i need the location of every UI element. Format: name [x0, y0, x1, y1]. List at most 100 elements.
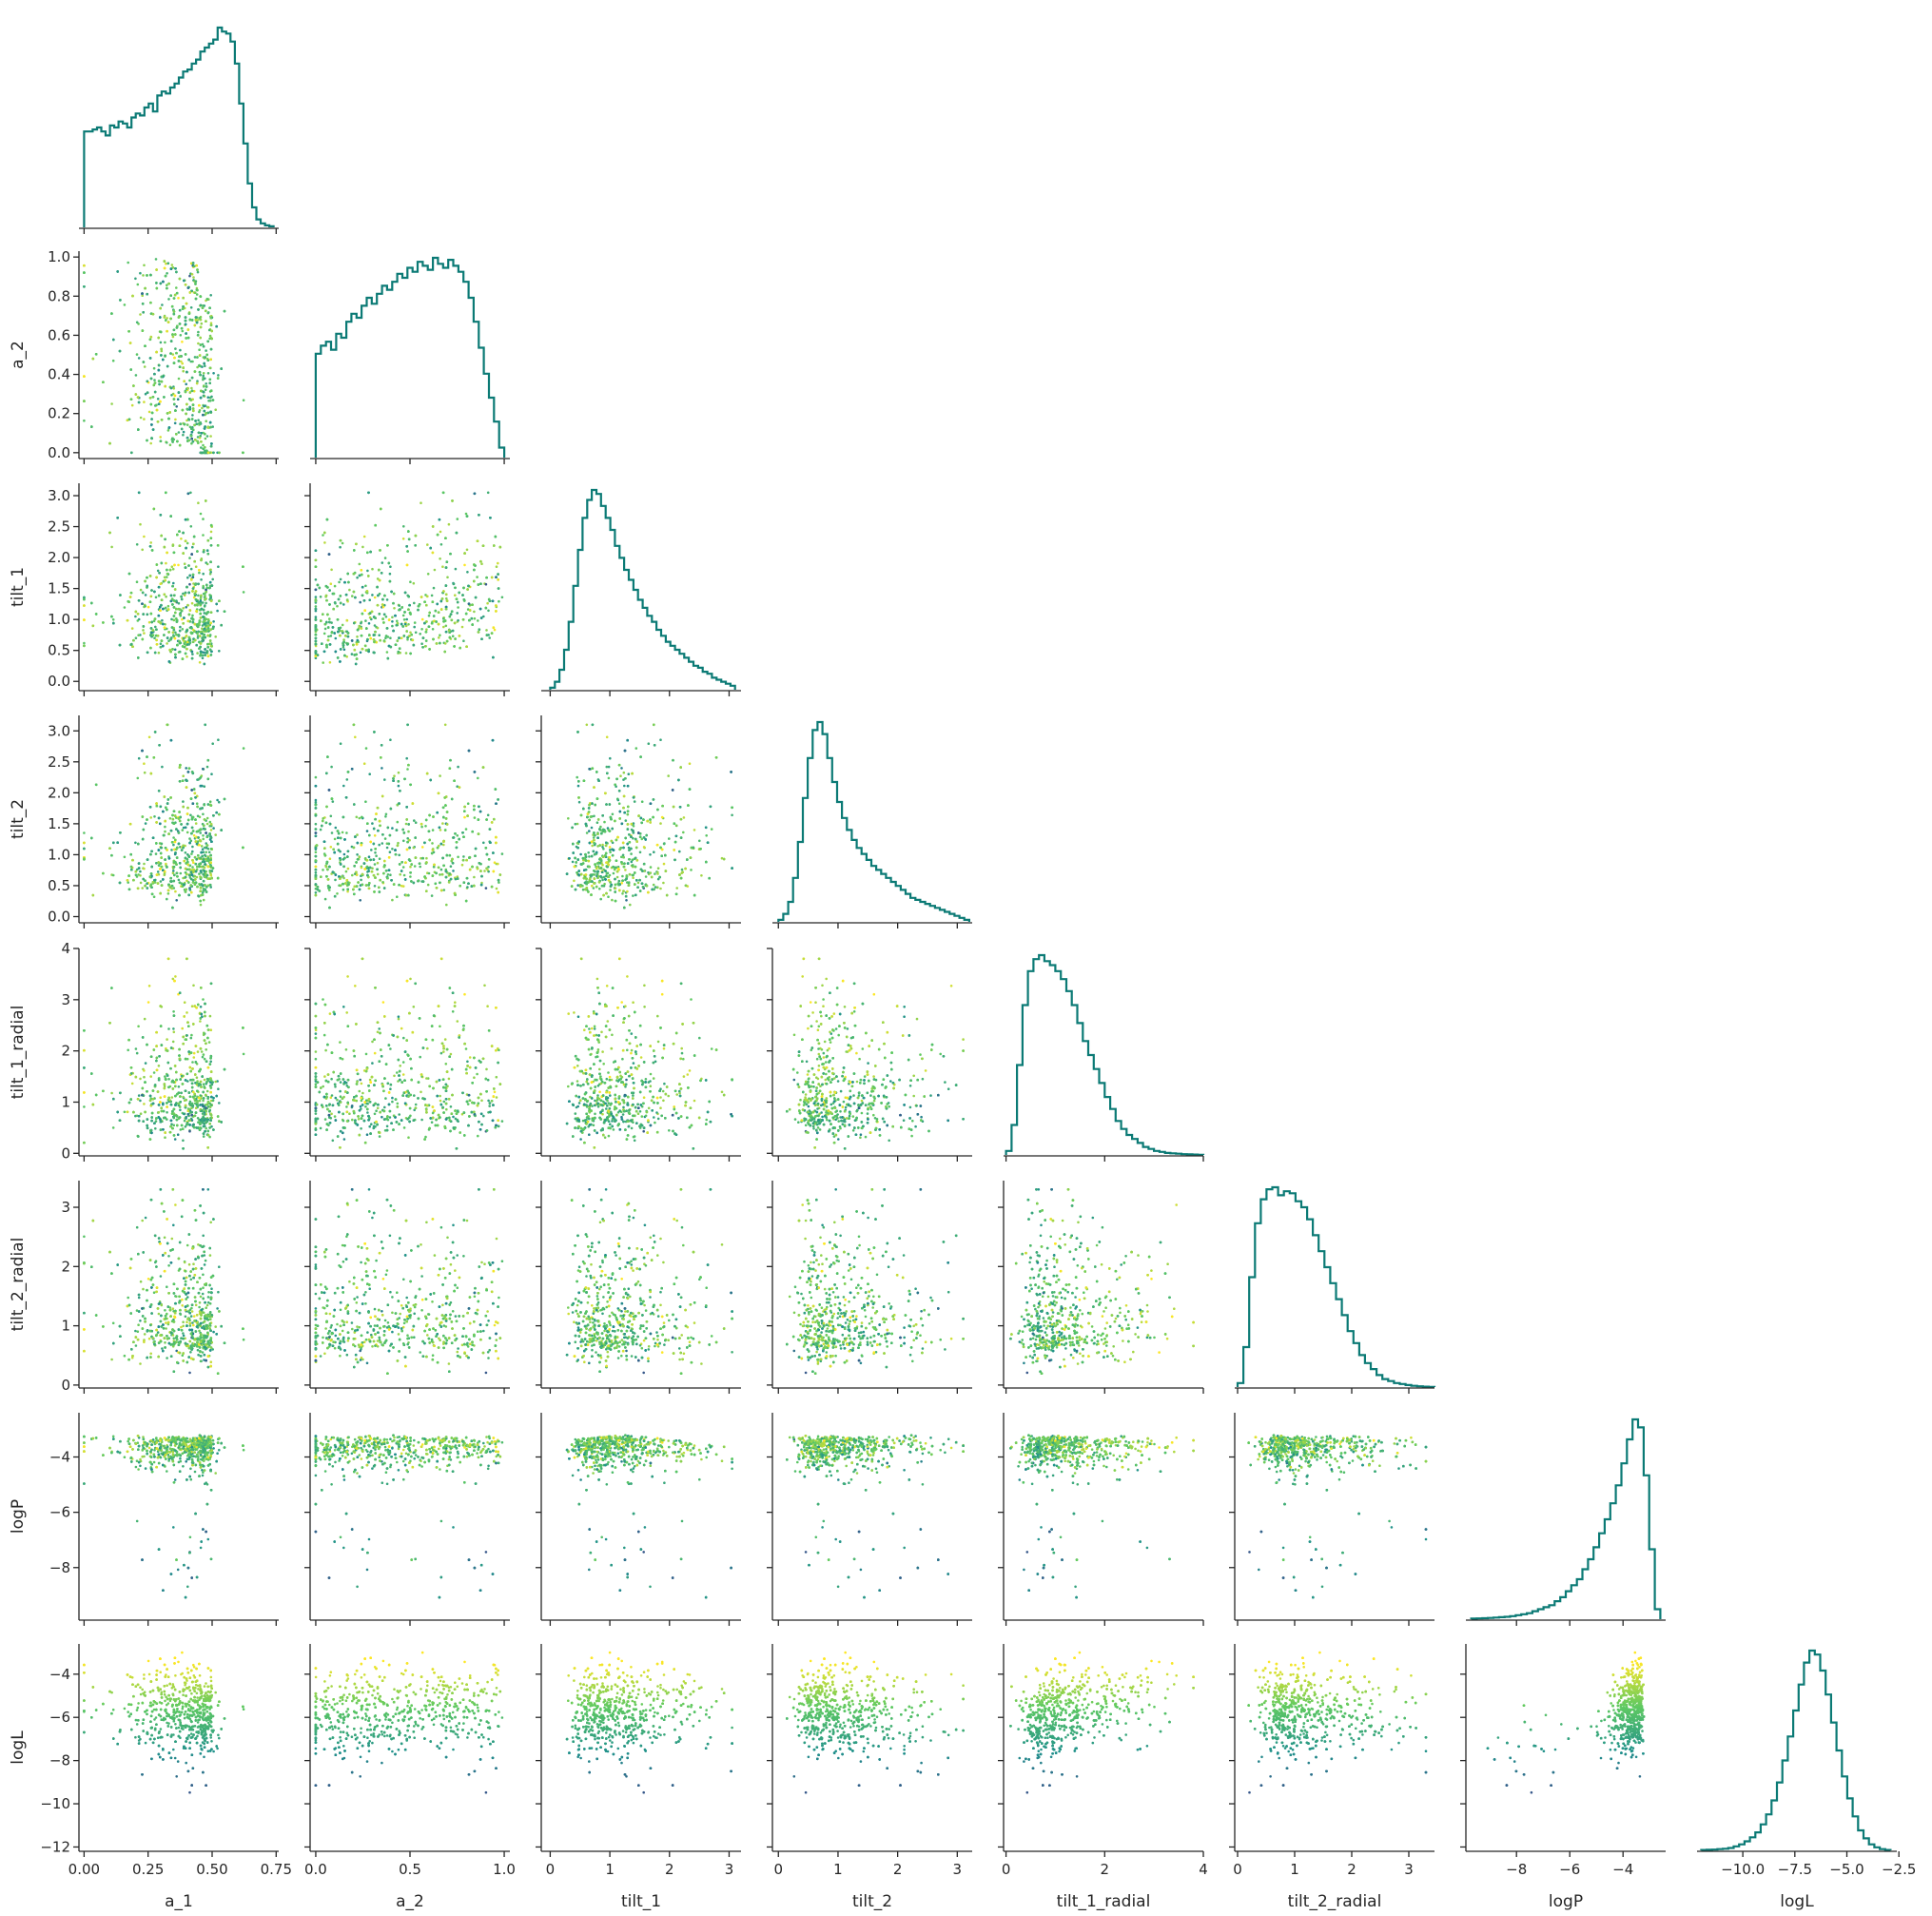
scatter-point [199, 337, 202, 340]
scatter-point [420, 501, 422, 504]
scatter-point [175, 405, 178, 408]
scatter-point [191, 546, 194, 549]
scatter-point [200, 559, 203, 562]
scatter-point [468, 619, 471, 622]
scatter-point [392, 630, 395, 633]
scatter-point [190, 435, 193, 438]
scatter-point [167, 631, 170, 634]
scatter-point [187, 328, 190, 331]
scatter-point [174, 632, 177, 635]
scatter-point [166, 272, 168, 275]
scatter-point [143, 536, 146, 538]
scatter-point [338, 581, 341, 584]
scatter-point [197, 595, 200, 597]
scatter-point [187, 286, 190, 289]
scatter-point [197, 501, 200, 504]
scatter-point [494, 629, 497, 632]
scatter-point [175, 286, 178, 289]
scatter-point [173, 595, 176, 597]
scatter-point [444, 642, 447, 645]
scatter-point [171, 439, 174, 441]
scatter-point [204, 356, 206, 359]
scatter-point [160, 283, 163, 285]
scatter-point [196, 623, 199, 626]
scatter-point [108, 532, 111, 535]
scatter-point [169, 352, 172, 355]
scatter-point [173, 619, 176, 622]
scatter-point [146, 614, 149, 616]
scatter-point [415, 632, 418, 635]
scatter-point [196, 268, 199, 271]
scatter-point [108, 442, 111, 445]
scatter-point [440, 600, 443, 603]
scatter-point [328, 621, 331, 624]
scatter-point [212, 620, 215, 623]
scatter-point [200, 578, 203, 581]
scatter-point [448, 629, 451, 632]
scatter-point [146, 381, 149, 383]
scatter-point [181, 327, 184, 330]
scatter-point [129, 596, 132, 598]
scatter-point [158, 586, 161, 589]
scatter-point [134, 616, 137, 618]
scatter-point [462, 618, 465, 621]
scatter-point [368, 622, 371, 625]
scatter-point [371, 568, 374, 571]
scatter-point [465, 613, 468, 616]
scatter-point [83, 420, 86, 422]
scatter-point [180, 538, 183, 540]
scatter-point [207, 553, 210, 556]
scatter-point [433, 615, 436, 617]
scatter-point [391, 625, 394, 628]
scatter-point [162, 359, 165, 362]
scatter-point [209, 596, 212, 599]
scatter-point [444, 537, 447, 539]
scatter-point [142, 274, 145, 277]
scatter-point [194, 623, 197, 626]
scatter-point [166, 365, 169, 368]
y-tick-label: 1.0 [48, 611, 70, 628]
scatter-point [218, 650, 221, 653]
scatter-point [171, 585, 174, 588]
scatter-point [383, 595, 386, 597]
scatter-point [193, 390, 196, 393]
scatter-point [205, 310, 207, 313]
scatter-point [330, 582, 333, 585]
scatter-point [146, 440, 148, 442]
scatter-point [342, 638, 345, 641]
scatter-point [158, 402, 161, 405]
scatter-point [205, 349, 207, 352]
scatter-point [185, 337, 187, 340]
scatter-point [205, 597, 207, 600]
y-tick-label: 2.5 [48, 518, 70, 536]
scatter-point [185, 332, 187, 335]
scatter-point [215, 325, 218, 328]
scatter-point [92, 358, 95, 361]
scatter-point [192, 576, 195, 578]
scatter-point [330, 569, 333, 572]
scatter-point [495, 604, 498, 607]
scatter-point [139, 272, 142, 275]
scatter-point [153, 508, 156, 511]
scatter-point [179, 422, 182, 425]
scatter-point [185, 655, 188, 658]
scatter-point [242, 565, 244, 568]
scatter-point [143, 361, 146, 363]
scatter-point [366, 552, 369, 555]
scatter-point [487, 610, 490, 613]
scatter-point [189, 391, 192, 394]
scatter-point [371, 594, 374, 596]
scatter-point [423, 622, 426, 625]
scatter-point [203, 652, 205, 655]
scatter-point [156, 563, 159, 566]
scatter-point [322, 613, 324, 616]
scatter-point [442, 617, 445, 620]
scatter-point [188, 380, 191, 382]
scatter-point [393, 593, 396, 596]
scatter-point [173, 362, 176, 364]
scatter-point [209, 397, 212, 400]
scatter-point [174, 656, 177, 659]
scatter-point [203, 372, 205, 375]
scatter-point [179, 444, 182, 447]
scatter-point [396, 624, 399, 627]
